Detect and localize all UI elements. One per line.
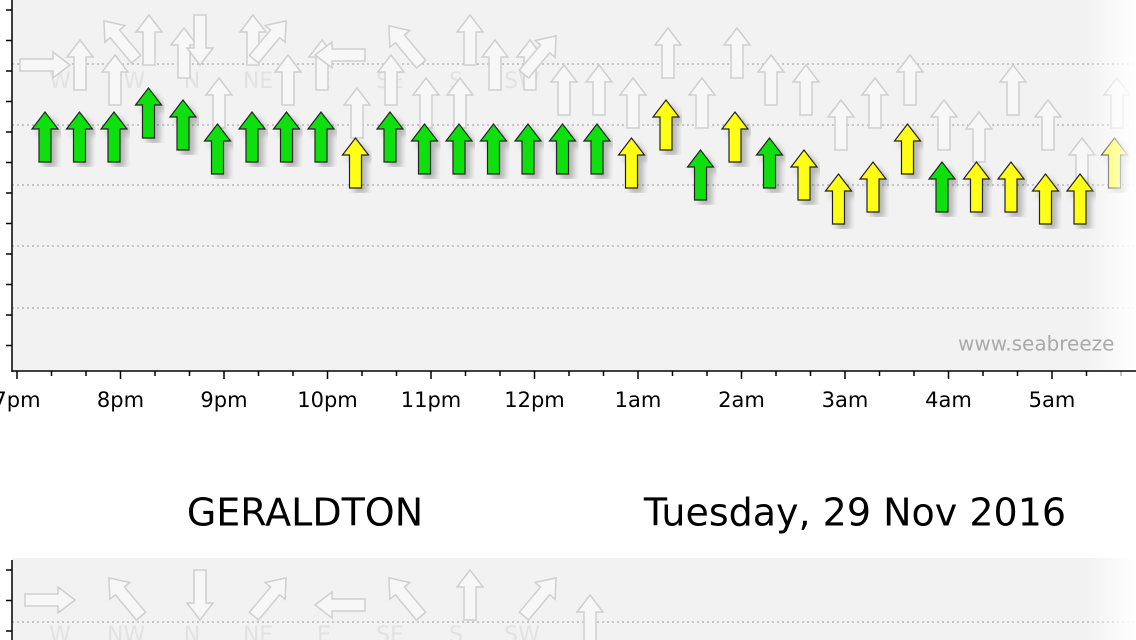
time-label: 3am	[822, 388, 869, 412]
ghost-arrow	[549, 63, 579, 116]
ghost-arrow	[376, 53, 406, 106]
ghost-arrow	[238, 13, 268, 66]
ghost-arrow	[65, 38, 95, 91]
time-label: 4am	[925, 388, 972, 412]
ghost-arrow	[1033, 98, 1063, 151]
wind-arrow	[203, 123, 232, 175]
wind-arrow	[962, 161, 991, 213]
compass-label: S	[449, 623, 463, 640]
wind-arrow	[134, 87, 163, 139]
compass-label: N	[184, 623, 200, 640]
ghost-arrow	[687, 76, 717, 129]
wind-arrow	[513, 123, 543, 175]
wind-arrow	[996, 161, 1026, 213]
ghost-arrow	[584, 63, 614, 116]
wind-arrow	[375, 111, 405, 163]
location-title: GERALDTON	[187, 491, 423, 535]
time-label: 1am	[615, 388, 662, 412]
ghost-arrow	[518, 34, 557, 80]
ghost-arrow	[722, 26, 752, 79]
wind-arrow	[306, 111, 336, 163]
wind-arrow	[272, 111, 301, 163]
wind-arrow	[755, 137, 784, 189]
wind-arrow	[893, 123, 922, 175]
ghost-arrow	[185, 14, 215, 67]
compass-label: NE	[243, 69, 273, 94]
wind-arrow	[410, 123, 439, 175]
wind-arrow	[858, 161, 888, 213]
ghost-arrow	[756, 53, 786, 106]
time-label: 8pm	[97, 388, 144, 412]
wind-arrow	[720, 111, 750, 163]
ghost-arrow	[248, 19, 287, 65]
time-label: 9pm	[200, 388, 247, 412]
wind-arrow	[65, 111, 94, 163]
ghost-arrow	[618, 76, 648, 129]
wind-arrow	[30, 111, 60, 163]
ghost-arrow	[964, 110, 994, 163]
wind-arrow	[789, 149, 819, 201]
compass-label: E	[317, 623, 331, 640]
ghost-arrow	[826, 98, 856, 151]
ghost-arrow	[518, 576, 557, 622]
wind-arrow	[651, 99, 681, 151]
wind-arrow	[548, 123, 577, 175]
ghost-arrow	[653, 26, 683, 79]
ghost-arrow	[248, 576, 287, 622]
ghost-arrow	[388, 24, 427, 70]
wind-arrow	[168, 99, 198, 151]
date-title: Tuesday, 29 Nov 2016	[643, 491, 1066, 535]
time-label: 2am	[718, 388, 765, 412]
wind-arrow	[341, 137, 370, 189]
ghost-arrow	[455, 13, 485, 66]
time-label: 10pm	[297, 388, 358, 412]
wind-arrow	[824, 173, 853, 225]
compass-label: SW	[504, 623, 540, 640]
ghost-arrow	[100, 53, 130, 106]
ghost-arrow	[575, 593, 605, 640]
time-label: 5am	[1029, 388, 1076, 412]
ghost-arrow	[388, 576, 427, 622]
wind-arrow	[479, 123, 508, 175]
wind-arrow	[444, 123, 474, 175]
ghost-arrow	[108, 576, 147, 622]
time-label: 11pm	[401, 388, 462, 412]
ghost-arrow	[998, 63, 1028, 116]
ghost-arrow	[185, 569, 215, 622]
wind-arrow	[927, 161, 957, 213]
compass-label: W	[49, 623, 71, 640]
ghost-arrow	[313, 590, 366, 620]
wind-arrow	[617, 137, 646, 189]
compass-label: SE	[376, 623, 404, 640]
edge-fade	[1085, 0, 1136, 640]
ghost-arrow	[24, 585, 77, 615]
wind-arrow	[237, 111, 267, 163]
ghost-arrow	[929, 98, 959, 151]
time-label: 12pm	[504, 388, 565, 412]
bottom-chart: W NW N NE E SE S SW	[6, 568, 1136, 640]
chart-panel-2	[12, 558, 1136, 640]
wind-arrow	[1031, 173, 1060, 225]
ghost-arrow	[103, 19, 142, 65]
wind-arrow	[686, 149, 715, 201]
ghost-arrow	[860, 76, 890, 129]
top-chart: WNWNNEESESSW7pm8pm9pm10pm11pm12pm1am2am3…	[0, 9, 1136, 412]
ghost-arrow	[313, 40, 366, 70]
compass-label: NW	[107, 623, 145, 640]
ghost-arrow	[134, 13, 164, 66]
ghost-arrow	[19, 50, 72, 80]
ghost-arrow	[480, 38, 510, 91]
ghost-arrow	[895, 53, 925, 106]
watermark: www.seabreeze	[958, 332, 1114, 356]
ghost-arrow	[455, 568, 485, 621]
wind-arrow	[99, 111, 129, 163]
wind-arrow	[582, 123, 612, 175]
ghost-arrow	[791, 63, 821, 116]
ghost-arrow	[342, 86, 372, 139]
ghost-arrow	[273, 53, 303, 106]
time-label: 7pm	[0, 388, 41, 412]
compass-label: NE	[243, 623, 273, 640]
